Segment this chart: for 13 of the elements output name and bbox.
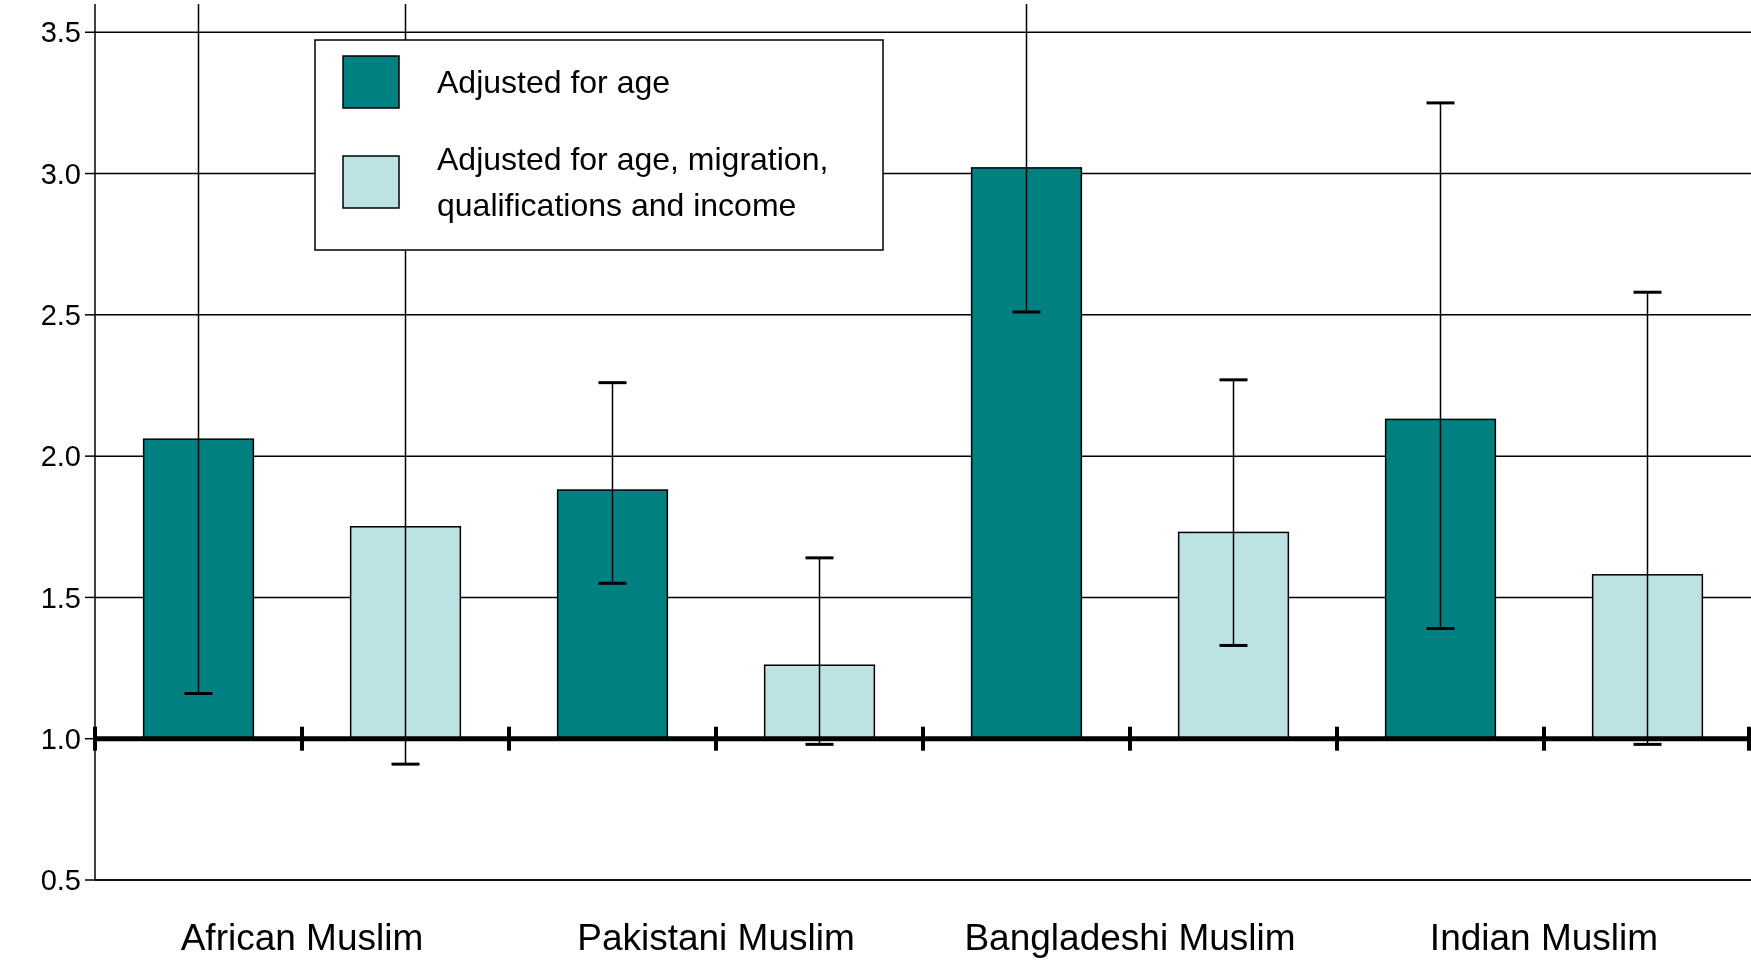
legend-label: Adjusted for age, migration, qualifications and income (437, 141, 829, 224)
y-tick-label: 1.5 (40, 581, 81, 614)
x-tick-label: Bangladeshi Muslim (964, 917, 1296, 958)
legend-label: Adjusted for age (437, 64, 671, 101)
y-tick-label: 0.5 (40, 864, 81, 897)
y-tick-label: 3.5 (40, 16, 81, 49)
x-tick-label: African Muslim (180, 917, 424, 958)
y-tick-label: 3.0 (40, 157, 81, 190)
x-tick-label: Indian Muslim (1429, 917, 1659, 958)
y-tick-label: 2.0 (40, 440, 81, 473)
y-tick-label: 2.5 (40, 298, 81, 331)
y-tick-label: 1.0 (40, 722, 81, 755)
x-tick-label: Pakistani Muslim (577, 917, 855, 958)
